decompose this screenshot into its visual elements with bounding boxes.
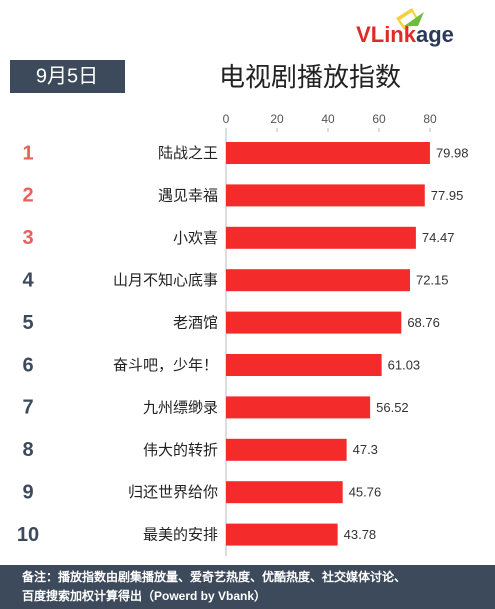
y-tick-label: 小欢喜 — [173, 230, 218, 247]
rank: 2 — [22, 185, 33, 207]
value-label: 72.15 — [416, 273, 449, 288]
rank: 7 — [22, 397, 33, 419]
value-label: 68.76 — [407, 315, 440, 330]
rank: 5 — [22, 312, 33, 334]
y-tick-label: 陆战之王 — [158, 145, 218, 162]
value-label: 74.47 — [422, 230, 455, 245]
bar — [226, 438, 347, 461]
value-label: 77.95 — [431, 188, 464, 203]
note-line: 百度搜索加权计算得出（Powerd by Vbank） — [22, 588, 266, 603]
value-label: 61.03 — [388, 357, 421, 372]
date: 9月5日 — [36, 65, 98, 87]
bar — [226, 311, 402, 334]
rank: 10 — [17, 524, 39, 546]
value-label: 43.78 — [344, 527, 377, 542]
x-tick-label: 20 — [270, 112, 284, 126]
note-line: 备注：播放指数由剧集播放量、爱奇艺热度、优酷热度、社交媒体讨论、 — [21, 569, 406, 584]
date-badge — [10, 60, 125, 93]
x-tick-label: 80 — [423, 112, 437, 126]
value-label: 47.3 — [353, 442, 378, 457]
footer — [0, 565, 495, 609]
y-tick-label: 最美的安排 — [143, 527, 218, 544]
y-tick-label: 奋斗吧，少年！ — [113, 357, 218, 374]
y-tick-label: 遇见幸福 — [158, 187, 218, 204]
rank: 6 — [22, 354, 33, 376]
value-label: 45.76 — [349, 485, 382, 500]
chart-title: 电视剧播放指数 — [219, 62, 401, 92]
bar — [226, 226, 416, 249]
bar — [226, 523, 338, 546]
rank: 4 — [22, 269, 34, 291]
bar — [226, 354, 382, 376]
logo-part: age — [416, 22, 454, 47]
y-tick-label: 归还世界给你 — [128, 484, 218, 501]
rank: 9 — [22, 481, 33, 503]
bar — [226, 481, 343, 504]
bar — [226, 184, 425, 207]
bar — [226, 396, 371, 419]
logo-icon — [396, 8, 424, 30]
value-label: 56.52 — [376, 400, 409, 415]
x-tick-label: 0 — [223, 112, 230, 126]
logo-part: VLink — [356, 22, 417, 47]
y-tick-label: 九州缥缈录 — [143, 399, 218, 416]
bar — [226, 142, 430, 164]
logo: VLinkage — [356, 22, 454, 47]
rank: 8 — [22, 439, 33, 461]
bar — [226, 269, 410, 292]
x-tick-label: 40 — [321, 112, 335, 126]
y-tick-label: 伟大的转折 — [143, 442, 218, 459]
rank: 3 — [22, 227, 33, 249]
value-label: 79.98 — [436, 145, 469, 160]
y-tick-label: 山月不知心底事 — [113, 272, 218, 289]
rank: 1 — [22, 142, 33, 164]
y-tick-label: 老酒馆 — [173, 315, 218, 332]
x-tick-label: 60 — [372, 112, 386, 126]
